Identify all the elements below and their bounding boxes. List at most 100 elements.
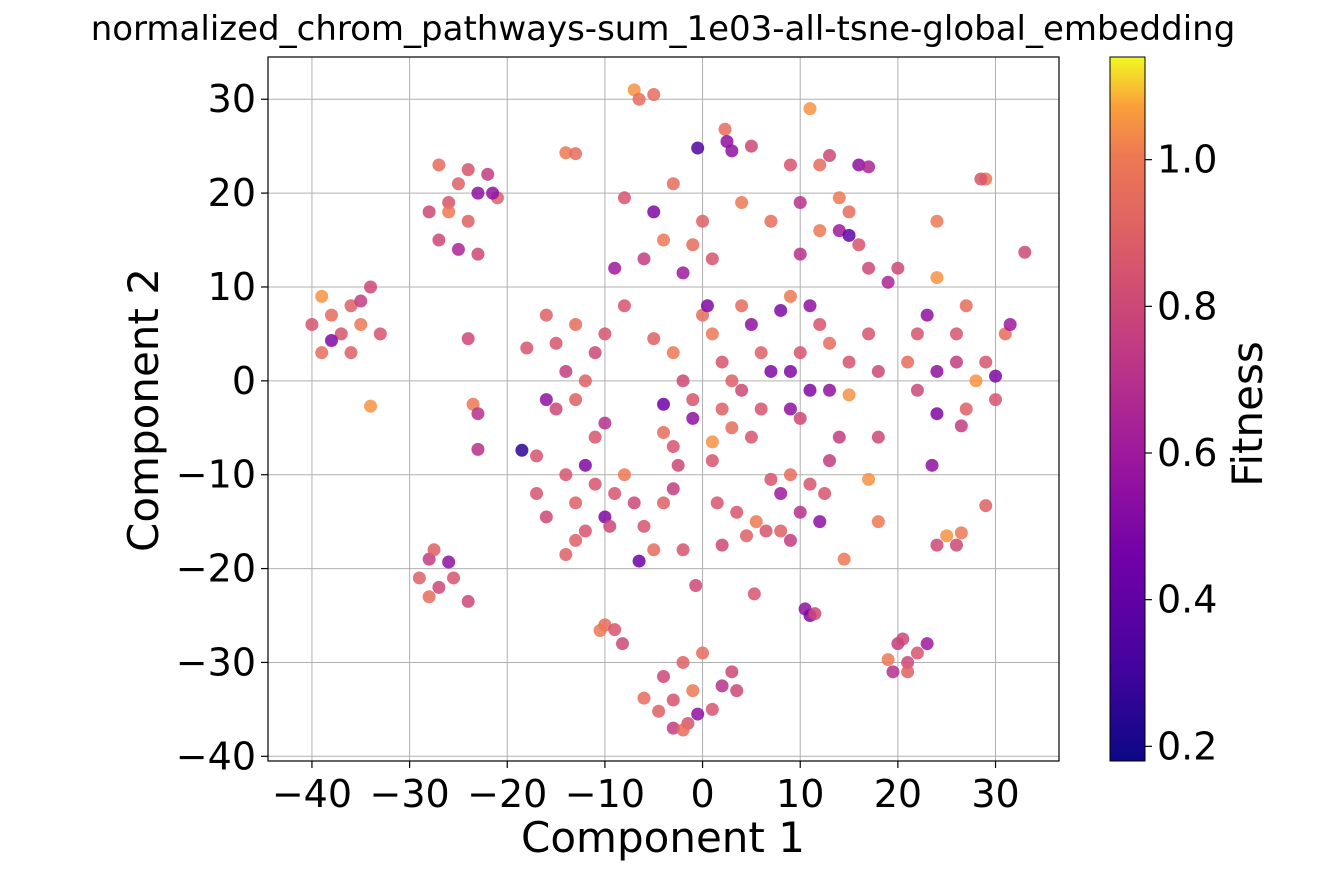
- x-tick-label: −30: [369, 772, 449, 816]
- scatter-point: [593, 624, 607, 638]
- scatter-point: [652, 704, 666, 718]
- scatter-point: [578, 458, 592, 472]
- scatter-point: [364, 399, 378, 413]
- scatter-point: [793, 247, 807, 261]
- y-tick-label: 10: [208, 265, 256, 309]
- scatter-point: [901, 655, 915, 669]
- scatter-point: [871, 515, 885, 529]
- scatter-point: [725, 421, 739, 435]
- x-tick-label: 20: [874, 772, 922, 816]
- data-points: [305, 83, 1032, 737]
- scatter-point: [354, 294, 368, 308]
- scatter-point: [803, 102, 817, 116]
- y-axis-ticks: −40 −30 −20 −10 0 10 20 30: [176, 77, 268, 778]
- scatter-point: [813, 318, 827, 332]
- scatter-point: [666, 346, 680, 360]
- scatter-point: [324, 333, 338, 347]
- scatter-point: [364, 280, 378, 294]
- scatter-point: [617, 468, 631, 482]
- x-tick-label: 0: [690, 772, 714, 816]
- scatter-point: [896, 632, 910, 646]
- grid-lines: [268, 57, 1059, 761]
- scatter-point: [657, 496, 670, 510]
- scatter-point: [627, 496, 641, 510]
- scatter-point: [881, 275, 895, 289]
- scatter-point: [725, 144, 739, 158]
- scatter-point: [832, 191, 846, 205]
- scatter-point: [432, 233, 446, 247]
- scatter-point: [666, 721, 680, 735]
- colorbar: [1109, 56, 1146, 762]
- scatter-point: [842, 205, 856, 219]
- scatter-point: [818, 486, 832, 500]
- scatter-point: [539, 308, 553, 322]
- scatter-point: [617, 299, 631, 313]
- scatter-point: [989, 393, 1003, 407]
- scatter-point: [803, 383, 817, 397]
- scatter-point: [862, 472, 876, 486]
- scatter-point: [871, 430, 885, 444]
- scatter-point: [783, 468, 797, 482]
- scatter-point: [823, 336, 837, 350]
- scatter-point: [539, 393, 553, 407]
- scatter-point: [744, 430, 758, 444]
- scatter-point: [920, 637, 934, 651]
- scatter-point: [578, 374, 592, 388]
- scatter-point: [749, 515, 763, 529]
- scatter-point: [808, 607, 822, 621]
- scatter-point: [657, 397, 670, 411]
- scatter-point: [910, 327, 924, 341]
- scatter-point: [481, 167, 495, 181]
- scatter-point: [608, 486, 622, 500]
- scatter-point: [910, 646, 924, 660]
- scatter-point: [920, 308, 934, 322]
- scatter-point: [940, 529, 954, 543]
- scatter-point: [764, 472, 778, 486]
- scatter-point: [442, 195, 456, 209]
- scatter-point: [354, 318, 368, 332]
- scatter-point: [569, 147, 583, 161]
- y-tick-label: −40: [176, 734, 256, 778]
- y-tick-label: −30: [176, 640, 256, 684]
- scatter-point: [588, 346, 602, 360]
- scatter-point: [461, 332, 475, 346]
- scatter-point: [647, 205, 661, 219]
- x-axis-ticks: −40 −30 −20 −10 0 10 20 30: [272, 761, 1020, 816]
- scatter-point: [718, 122, 732, 136]
- scatter-point: [837, 552, 851, 566]
- scatter-point: [959, 402, 973, 416]
- x-tick-label: −40: [272, 772, 352, 816]
- scatter-point: [747, 587, 761, 601]
- colorbar-ticks: 0.2 0.4 0.6 0.8 1.0: [1145, 138, 1217, 768]
- scatter-point: [740, 529, 754, 543]
- scatter-point: [432, 580, 446, 594]
- scatter-point: [666, 482, 680, 496]
- scatter-point: [686, 684, 700, 698]
- scatter-point: [315, 289, 329, 303]
- scatter-point: [744, 318, 758, 332]
- scatter-point: [832, 430, 846, 444]
- scatter-point: [710, 496, 724, 510]
- scatter-point: [949, 327, 963, 341]
- scatter-point: [954, 526, 968, 540]
- scatter-point: [783, 289, 797, 303]
- scatter-point: [657, 670, 670, 684]
- colorbar-tick-label: 1.0: [1157, 138, 1217, 182]
- x-axis-label: Component 1: [521, 813, 805, 862]
- colorbar-tick-label: 0.4: [1157, 578, 1217, 622]
- scatter-point: [813, 224, 827, 238]
- scatter-point: [689, 578, 703, 592]
- scatter-point: [559, 547, 573, 561]
- scatter-point: [891, 261, 905, 275]
- scatter-point: [783, 533, 797, 547]
- scatter-point: [803, 299, 817, 313]
- scatter-point: [959, 299, 973, 313]
- scatter-point: [842, 355, 856, 369]
- scatter-point: [344, 299, 358, 313]
- colorbar-tick-label: 0.8: [1157, 284, 1217, 328]
- x-tick-label: −20: [467, 772, 547, 816]
- scatter-point: [954, 419, 968, 433]
- scatter-point: [862, 327, 876, 341]
- scatter-point: [471, 442, 485, 456]
- scatter-point: [671, 458, 685, 472]
